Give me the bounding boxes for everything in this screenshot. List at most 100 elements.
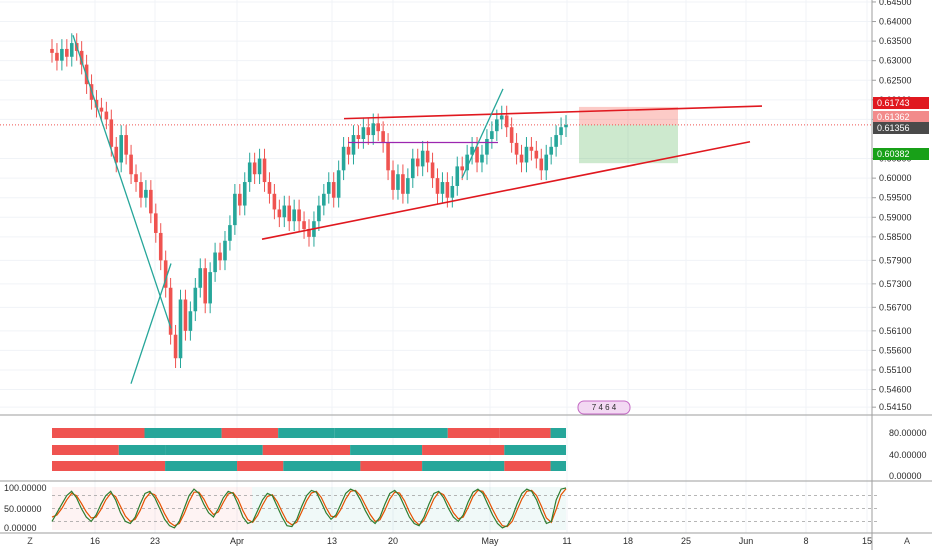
auto-scale-button[interactable]: A: [904, 536, 910, 546]
candle-body: [485, 138, 489, 155]
candle-body: [534, 150, 539, 159]
candle-body: [465, 154, 469, 171]
candle-body: [50, 48, 54, 53]
candle-body: [124, 135, 128, 155]
time-tick-label: 11: [562, 536, 571, 546]
events-label: 7 4 6 4: [592, 403, 617, 412]
rally-trendline[interactable]: [461, 88, 504, 179]
trend-bar-segment: [504, 445, 566, 455]
candle-body: [376, 123, 380, 132]
candle-body: [307, 229, 311, 237]
candle-body: [480, 154, 484, 163]
time-axis[interactable]: 16 23 Apr 13 20 May 11 18 25 Jun 8 15: [90, 536, 872, 546]
price-tick-label: 0.54600: [879, 385, 912, 395]
trend-bar-segment: [422, 445, 505, 455]
candle-body: [460, 166, 465, 171]
trend-bar-segment: [447, 428, 500, 438]
candle-body: [361, 127, 366, 139]
trend-bar-segment: [52, 461, 166, 471]
candle-body: [445, 182, 450, 198]
trend-bar-segment: [504, 461, 551, 471]
trend-bar-segment: [221, 428, 279, 438]
candle-body: [509, 127, 514, 143]
candle-body: [213, 252, 217, 273]
price-tick-label: 0.63000: [879, 56, 912, 66]
rebound-trendline[interactable]: [130, 263, 172, 384]
candle-body: [499, 115, 504, 120]
price-tick-label: 0.55600: [879, 345, 912, 355]
candle-body: [341, 146, 346, 171]
candle-body: [326, 182, 331, 194]
candle-body: [223, 240, 227, 261]
take-profit-zone[interactable]: [579, 124, 678, 164]
price-tick-label: 0.63500: [879, 36, 912, 46]
candle-body: [420, 150, 425, 167]
candle-body: [149, 189, 153, 214]
trend-bar-segment: [550, 428, 566, 438]
trend-bar-segment: [118, 445, 166, 455]
candle-body: [539, 158, 544, 171]
candle-body: [356, 135, 361, 139]
candle-body: [386, 142, 390, 171]
trend-bar-segment: [334, 428, 448, 438]
candle-body: [282, 205, 287, 218]
time-tick-label: 13: [327, 536, 337, 546]
lower-support-trendline[interactable]: [261, 140, 751, 240]
stoch-tick-label: 0.00000: [4, 523, 37, 533]
candle-body: [549, 146, 553, 155]
price-tick-label: 0.62500: [879, 75, 912, 85]
candle-body: [208, 272, 212, 304]
candle-body: [55, 52, 59, 61]
candle-body: [238, 193, 242, 206]
trend-bar-segment: [283, 461, 361, 471]
candle-body: [104, 111, 109, 120]
candle-body: [470, 146, 474, 155]
candle-body: [391, 170, 395, 190]
timezone-button[interactable]: Z: [27, 536, 33, 546]
candle-body: [158, 232, 163, 261]
price-tick-label: 0.58500: [879, 232, 912, 242]
candle-body: [475, 146, 479, 163]
price-tick-label: 0.64500: [879, 0, 912, 7]
candle-body: [163, 260, 168, 288]
price-badge-label: 0.61362: [877, 112, 910, 122]
candle-body: [228, 225, 232, 241]
candle-body: [529, 146, 534, 151]
candle-body: [430, 162, 435, 179]
trendline-drawings[interactable]: [72, 35, 763, 384]
events-marker[interactable]: 7 4 6 4: [577, 400, 631, 415]
time-tick-label: Apr: [230, 536, 244, 546]
candle-body: [60, 48, 64, 61]
candle-body: [490, 131, 494, 139]
trend-bar-segment: [350, 445, 423, 455]
price-tick-label: 0.64000: [879, 17, 912, 27]
trend-bar-segment: [550, 461, 566, 471]
risk-reward-zones[interactable]: [0, 106, 872, 164]
trend-bar-segment: [278, 428, 335, 438]
price-tick-label: 0.56700: [879, 302, 912, 312]
candle-body: [247, 162, 252, 183]
candle-body: [262, 158, 267, 183]
time-tick-label: 16: [90, 536, 100, 546]
price-badge: [873, 97, 929, 109]
price-badge: [873, 148, 929, 160]
trend-bar-segment: [262, 445, 351, 455]
candle-body: [277, 209, 282, 218]
candle-body: [188, 311, 193, 331]
price-badge-label: 0.61743: [877, 98, 910, 108]
candle-body: [129, 154, 133, 175]
candle-body: [267, 182, 272, 194]
time-tick-label: 8: [803, 536, 808, 546]
candle-body: [114, 146, 119, 163]
price-axis[interactable]: 0.645000.640000.635000.630000.625000.620…: [4, 0, 927, 533]
descending-trendline[interactable]: [72, 35, 172, 329]
upper-resistance-trendline[interactable]: [343, 105, 763, 120]
candle-body: [415, 158, 420, 167]
trend-bar-segment: [165, 461, 238, 471]
candle-body: [297, 209, 301, 222]
price-badge-label: 0.61356: [877, 123, 910, 133]
candle-body: [331, 182, 336, 198]
